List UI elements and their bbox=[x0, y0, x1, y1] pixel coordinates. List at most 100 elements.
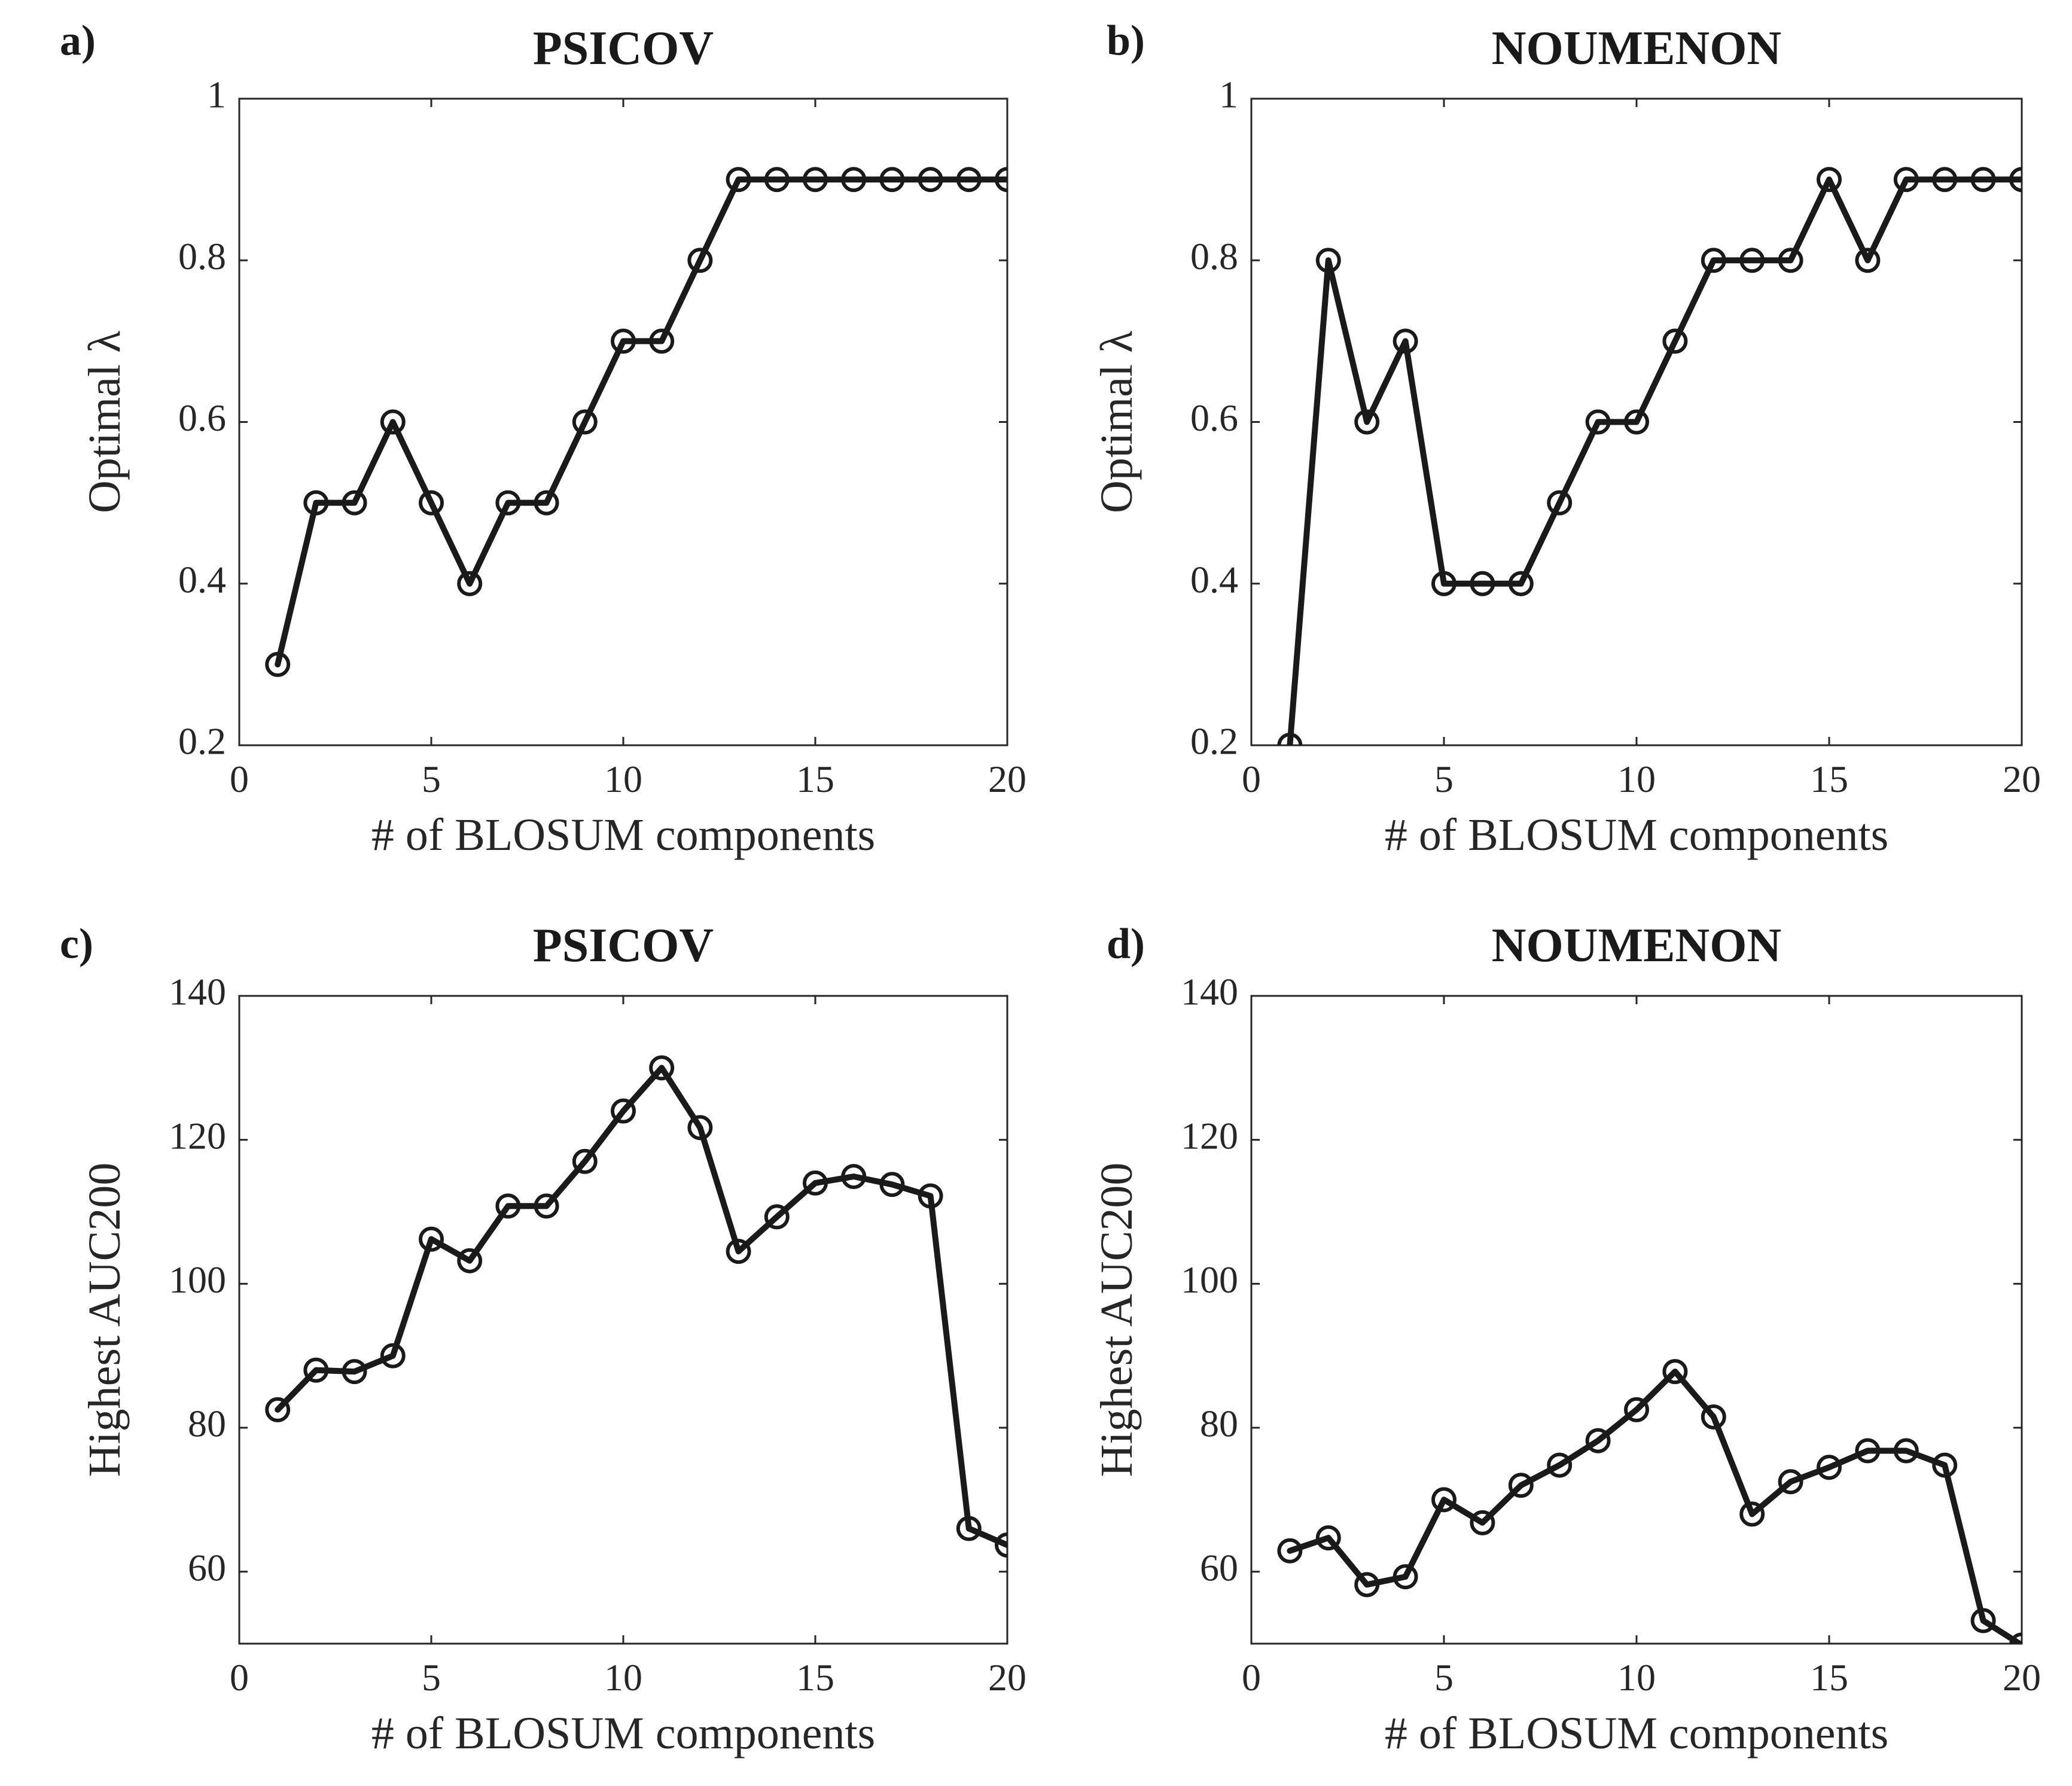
data-point bbox=[342, 1359, 367, 1385]
data-point bbox=[1932, 1452, 1958, 1478]
y-tick-label: 1 bbox=[1219, 74, 1238, 116]
y-tick-label: 1 bbox=[207, 74, 226, 116]
chart-title: PSICOV bbox=[533, 919, 714, 972]
data-point bbox=[1547, 490, 1573, 516]
data-point bbox=[611, 1098, 636, 1124]
data-point bbox=[726, 1239, 751, 1264]
data-point bbox=[457, 571, 483, 596]
y-tick-label: 0.6 bbox=[178, 397, 226, 439]
data-point bbox=[841, 167, 867, 193]
data-point bbox=[572, 1148, 598, 1174]
data-point bbox=[265, 651, 291, 677]
x-tick-label: 15 bbox=[1810, 1656, 1848, 1699]
data-point bbox=[495, 1193, 521, 1219]
y-axis-label: Highest AUC200 bbox=[80, 1163, 130, 1477]
data-point bbox=[764, 1204, 790, 1230]
data-point bbox=[611, 328, 636, 354]
data-point bbox=[1431, 1487, 1457, 1513]
data-point bbox=[1392, 328, 1418, 354]
x-tick-label: 5 bbox=[1434, 758, 1454, 800]
x-tick-label: 20 bbox=[988, 758, 1026, 800]
data-point bbox=[380, 1343, 406, 1369]
data-point bbox=[1470, 571, 1495, 596]
chart-panel-3: c) PSICOV 0 5 10 15 20 60 80 100 120 140 # of BLOSUM… bbox=[60, 919, 1026, 1758]
data-point bbox=[534, 1193, 559, 1219]
data-point bbox=[918, 1183, 943, 1209]
data-point bbox=[1855, 248, 1881, 273]
data-point bbox=[1431, 571, 1457, 596]
y-tick-label: 0.4 bbox=[1190, 558, 1238, 601]
data-point bbox=[764, 167, 790, 193]
data-point bbox=[1932, 167, 1958, 193]
data-point bbox=[1662, 328, 1688, 354]
chart-title: NOUMENON bbox=[1492, 919, 1781, 972]
data-layer bbox=[265, 1055, 1007, 1558]
data-point bbox=[1701, 248, 1726, 273]
chart-panel-2: b) NOUMENON 0 5 10 15 20 0.2 0.4 0.6 0.8 1 # of BLOS… bbox=[1092, 17, 2041, 860]
data-point bbox=[534, 490, 559, 516]
y-tick-label: 0.8 bbox=[1190, 235, 1238, 278]
data-point bbox=[1354, 409, 1380, 435]
x-tick-label: 20 bbox=[2003, 758, 2041, 800]
y-axis-label: Optimal λ bbox=[1092, 331, 1142, 513]
data-point bbox=[1970, 1608, 1996, 1633]
data-layer bbox=[1277, 167, 2022, 745]
y-tick-label: 140 bbox=[169, 971, 226, 1013]
x-axis-label: # of BLOSUM components bbox=[371, 810, 875, 860]
data-point bbox=[687, 248, 713, 273]
data-point bbox=[1739, 248, 1765, 273]
series-line bbox=[1287, 176, 2022, 745]
data-point bbox=[1277, 1538, 1303, 1563]
data-point bbox=[687, 1115, 713, 1141]
data-point bbox=[956, 1516, 982, 1541]
data-point bbox=[1508, 1473, 1534, 1498]
x-tick-label: 10 bbox=[604, 758, 642, 800]
data-point bbox=[1893, 1438, 1919, 1464]
data-point bbox=[1585, 1428, 1611, 1453]
data-point bbox=[1855, 1438, 1881, 1464]
data-point bbox=[1354, 1572, 1380, 1598]
chart-title: NOUMENON bbox=[1492, 22, 1781, 75]
panel-label: b) bbox=[1107, 17, 1145, 65]
x-axis-label: # of BLOSUM components bbox=[371, 1708, 875, 1758]
data-point bbox=[1739, 1501, 1765, 1527]
data-point bbox=[1817, 1455, 1842, 1480]
data-point bbox=[303, 1357, 329, 1383]
y-tick-label: 100 bbox=[169, 1258, 226, 1301]
data-point bbox=[1893, 167, 1919, 193]
data-point bbox=[879, 167, 905, 193]
panel-label: d) bbox=[1107, 920, 1145, 968]
y-tick-label: 0.2 bbox=[1190, 720, 1238, 763]
x-tick-label: 0 bbox=[1242, 1656, 1261, 1699]
series-line bbox=[275, 1065, 1007, 1549]
y-tick-label: 0.6 bbox=[1190, 397, 1238, 439]
x-tick-label: 15 bbox=[1810, 758, 1848, 800]
data-point bbox=[1585, 409, 1611, 435]
data-point bbox=[380, 409, 406, 435]
data-point bbox=[2009, 167, 2022, 193]
y-tick-label: 0.8 bbox=[178, 235, 226, 278]
data-point bbox=[841, 1164, 867, 1190]
x-tick-label: 0 bbox=[1242, 758, 1261, 800]
x-axis-label: # of BLOSUM components bbox=[1385, 810, 1888, 860]
axes-frame bbox=[238, 995, 1008, 1645]
x-tick-label: 5 bbox=[1434, 1656, 1454, 1699]
data-point bbox=[303, 490, 329, 516]
x-tick-label: 10 bbox=[1617, 758, 1656, 800]
y-axis-label: Highest AUC200 bbox=[1092, 1163, 1142, 1477]
y-tick-label: 60 bbox=[1200, 1546, 1238, 1589]
x-tick-label: 20 bbox=[2003, 1656, 2041, 1699]
y-tick-label: 60 bbox=[188, 1546, 226, 1589]
data-point bbox=[1470, 1510, 1495, 1535]
chart-title: PSICOV bbox=[533, 22, 714, 75]
x-tick-label: 15 bbox=[796, 1656, 834, 1699]
y-tick-label: 120 bbox=[1181, 1114, 1238, 1157]
x-tick-label: 5 bbox=[422, 758, 441, 800]
data-point bbox=[1662, 1359, 1688, 1385]
y-tick-label: 0.4 bbox=[178, 558, 226, 601]
data-point bbox=[265, 1397, 291, 1422]
data-point bbox=[649, 1055, 675, 1081]
data-point bbox=[342, 490, 367, 516]
data-point bbox=[1778, 248, 1803, 273]
x-axis-label: # of BLOSUM components bbox=[1385, 1708, 1888, 1758]
